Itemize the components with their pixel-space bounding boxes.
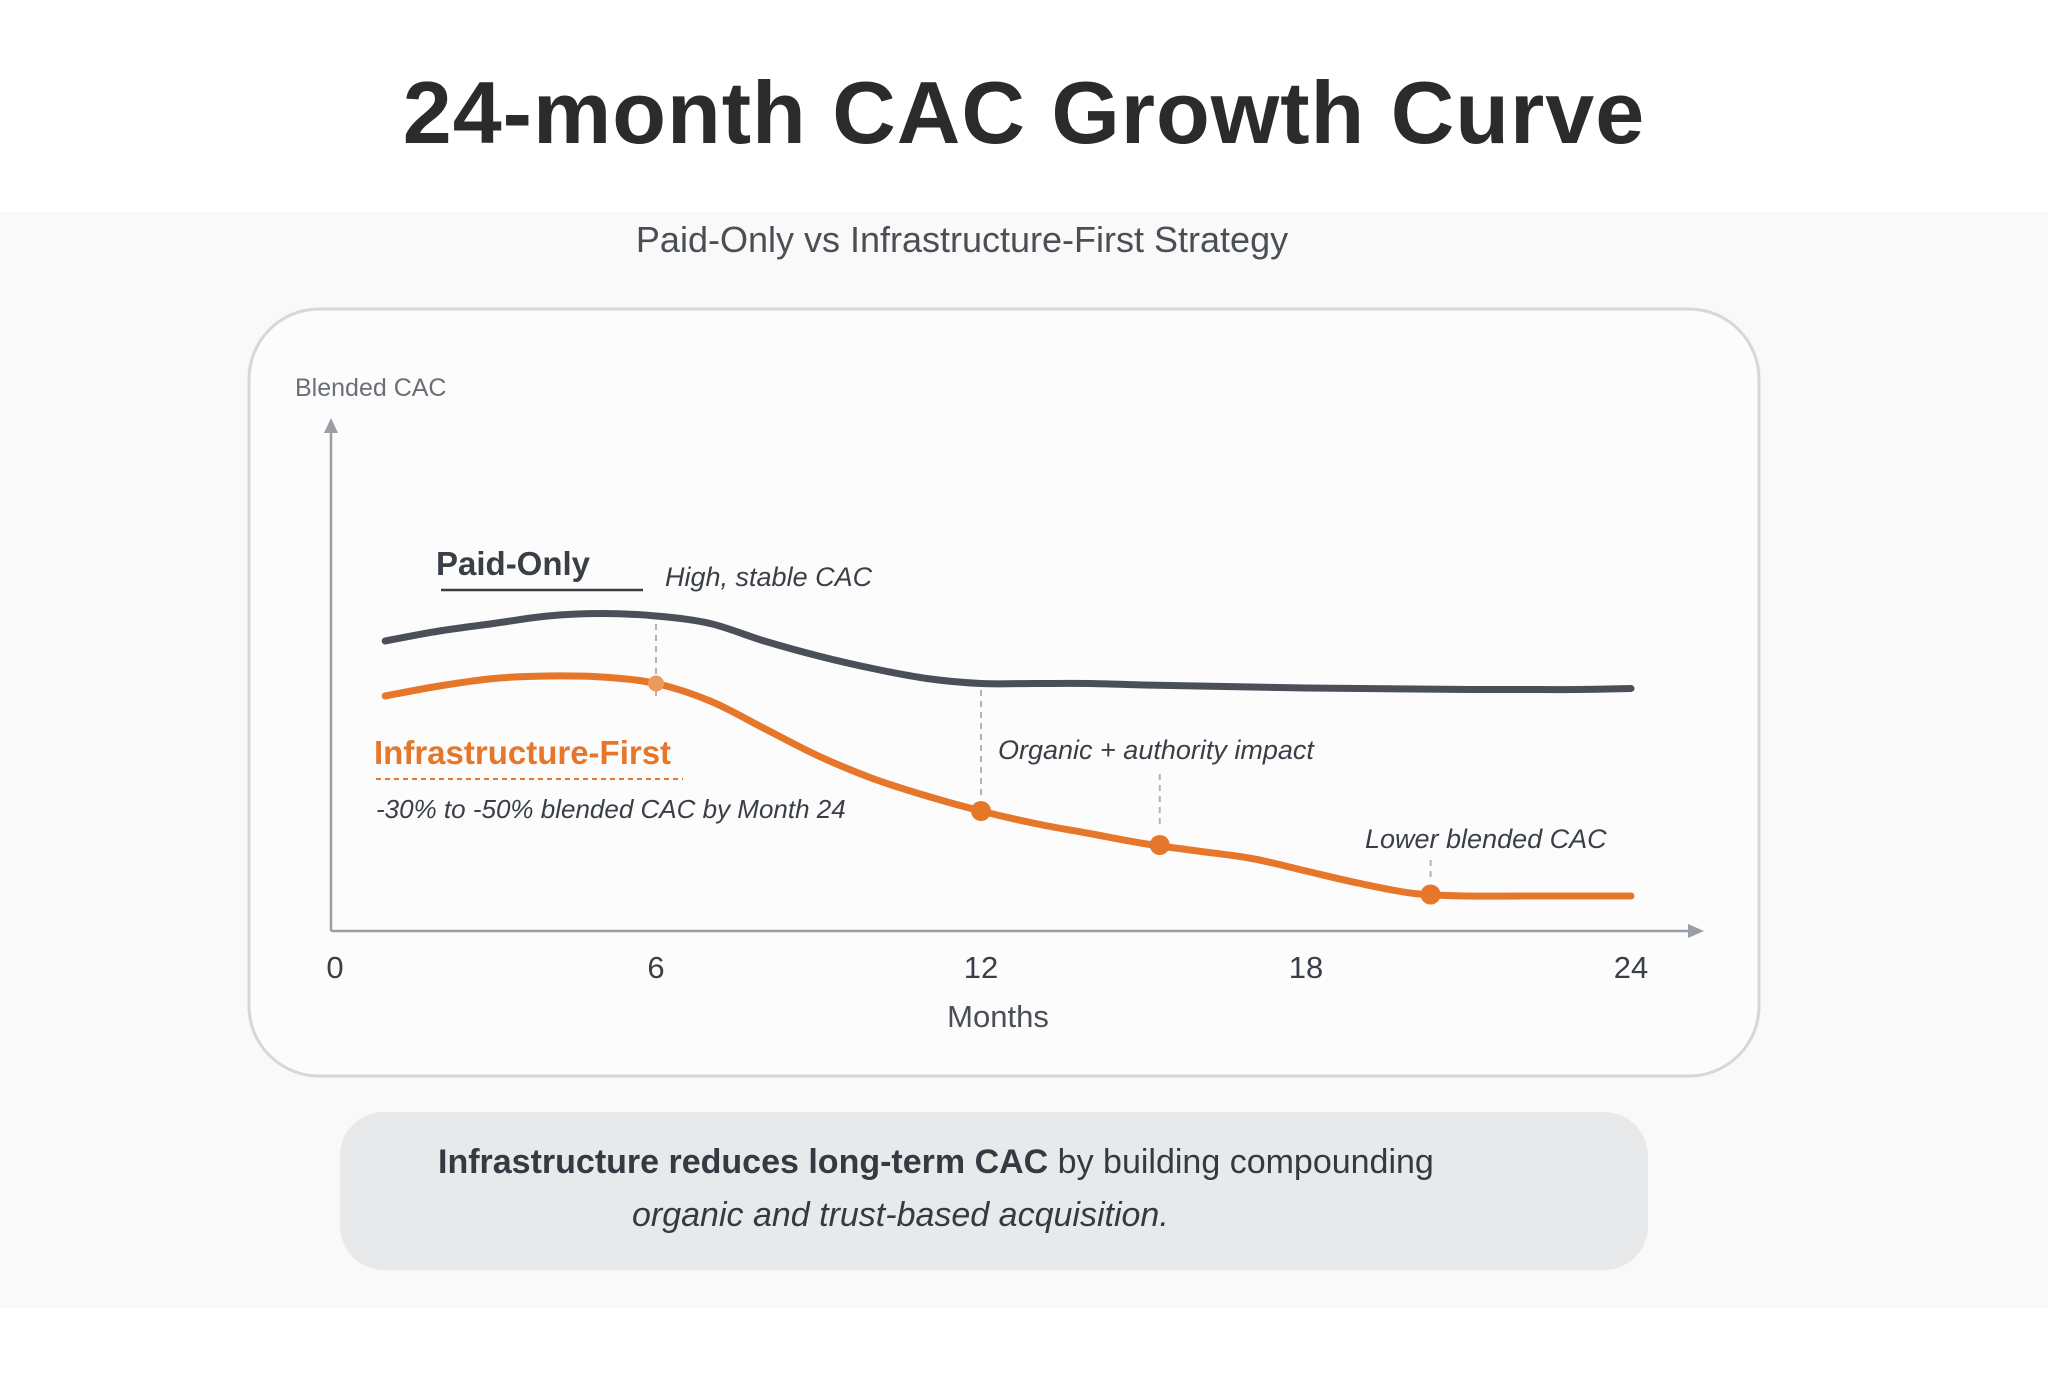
x-tick-label: 24 <box>1614 950 1648 985</box>
axes <box>324 418 1704 938</box>
summary-bold-text: Infrastructure reduces long-term CAC <box>438 1143 1049 1181</box>
x-axis-label: Months <box>947 999 1049 1034</box>
x-tick-label: 6 <box>647 950 664 985</box>
summary-line-1: Infrastructure reduces long-term CAC by … <box>438 1143 1434 1182</box>
legend-label-infrastructure-first: Infrastructure-First <box>374 734 671 771</box>
legend-label-paid-only: Paid-Only <box>436 545 591 582</box>
page-title: 24-month CAC Growth Curve <box>402 63 1646 162</box>
chart-subtitle: Paid-Only vs Infrastructure-First Strate… <box>636 219 1288 260</box>
y-axis-arrow <box>324 418 338 433</box>
annotation-guides <box>655 624 1432 878</box>
summary-regular-text: by building compounding <box>1048 1143 1434 1181</box>
infrastructure-first-annotation: -30% to -50% blended CAC by Month 24 <box>376 794 846 824</box>
data-point-marker <box>971 801 991 821</box>
summary-line-2: organic and trust-based acquisition. <box>632 1196 1169 1234</box>
y-axis-label: Blended CAC <box>295 374 446 402</box>
chart-frame <box>247 307 1761 1078</box>
infrastructure-markers <box>648 675 1441 905</box>
x-tick-label: 18 <box>1289 950 1323 985</box>
x-tick-label: 0 <box>326 950 343 985</box>
x-tick-labels: 0 6 12 18 24 <box>326 950 1648 985</box>
data-point-marker <box>1420 884 1441 905</box>
series-line-infrastructure-first <box>381 672 1635 900</box>
data-point-marker <box>648 675 664 692</box>
summary-callout <box>340 1112 1648 1270</box>
x-tick-label: 12 <box>964 950 998 985</box>
data-point-marker <box>1149 835 1170 855</box>
annotation-organic-authority: Organic + authority impact <box>998 735 1315 765</box>
paid-only-annotation: High, stable CAC <box>665 562 873 592</box>
series-line-paid-only <box>381 610 1635 694</box>
x-axis-arrow <box>1688 924 1704 938</box>
annotation-lower-blended-cac: Lower blended CAC <box>1365 824 1607 854</box>
